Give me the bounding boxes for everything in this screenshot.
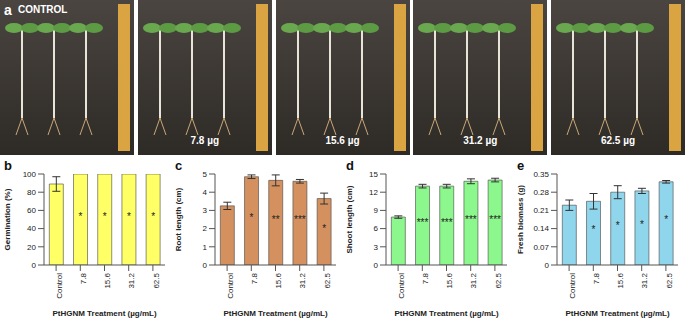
svg-text:31.2: 31.2 — [469, 272, 478, 288]
svg-text:3: 3 — [203, 206, 208, 215]
svg-text:*: * — [664, 214, 668, 225]
svg-text:15: 15 — [369, 170, 378, 179]
svg-text:9: 9 — [374, 206, 379, 215]
svg-text:PtHGNM Treatment (µg/mL): PtHGNM Treatment (µg/mL) — [52, 309, 157, 318]
svg-text:2: 2 — [203, 224, 208, 233]
svg-text:Control: Control — [55, 273, 64, 299]
svg-text:*: * — [151, 211, 155, 222]
svg-text:*: * — [592, 224, 596, 235]
svg-text:7.8: 7.8 — [250, 272, 259, 284]
html-text:a: a — [4, 2, 12, 18]
svg-text:20: 20 — [27, 243, 36, 252]
svg-text:***: *** — [417, 217, 429, 228]
svg-text:40: 40 — [27, 224, 36, 233]
svg-text:62.5: 62.5 — [494, 272, 503, 288]
svg-text:*: * — [640, 219, 644, 230]
svg-text:*: * — [127, 211, 131, 222]
svg-text:0.35: 0.35 — [533, 170, 549, 179]
html-text:c: c — [175, 158, 183, 173]
html-text:b: b — [4, 158, 12, 173]
svg-text:6: 6 — [374, 224, 379, 233]
svg-text:Root length (cm): Root length (cm) — [174, 187, 183, 251]
svg-text:0: 0 — [203, 261, 208, 270]
svg-text:62.5: 62.5 — [152, 272, 161, 288]
svg-text:31.2: 31.2 — [127, 272, 136, 288]
html-text:31.2 µg: 31.2 µg — [463, 135, 498, 146]
svg-text:*: * — [250, 212, 254, 223]
svg-text:15.6: 15.6 — [103, 272, 112, 288]
svg-text:7.8: 7.8 — [79, 272, 88, 284]
svg-text:62.5: 62.5 — [323, 272, 332, 288]
svg-text:*: * — [103, 211, 107, 222]
svg-text:0.28: 0.28 — [533, 188, 549, 197]
svg-text:62.5: 62.5 — [665, 272, 674, 288]
svg-text:0.21: 0.21 — [533, 206, 549, 215]
svg-text:**: ** — [272, 214, 280, 225]
svg-text:Control: Control — [568, 273, 577, 299]
svg-text:60: 60 — [27, 206, 36, 215]
svg-text:*: * — [322, 223, 326, 234]
svg-text:***: *** — [465, 214, 477, 225]
svg-text:80: 80 — [27, 188, 36, 197]
svg-text:***: *** — [294, 214, 306, 225]
svg-text:*: * — [616, 220, 620, 231]
svg-text:Control: Control — [397, 273, 406, 299]
svg-text:7.8: 7.8 — [421, 272, 430, 284]
html-text:15.6 µg: 15.6 µg — [325, 135, 360, 146]
svg-text:0.14: 0.14 — [533, 224, 549, 233]
svg-text:31.2: 31.2 — [298, 272, 307, 288]
svg-text:0: 0 — [32, 261, 37, 270]
svg-text:PtHGNM Treatment (µg/mL): PtHGNM Treatment (µg/mL) — [223, 309, 328, 318]
svg-text:Germination (%): Germination (%) — [3, 188, 12, 250]
svg-text:100: 100 — [23, 170, 37, 179]
svg-text:1: 1 — [203, 243, 208, 252]
svg-text:3: 3 — [374, 243, 379, 252]
svg-text:PtHGNM Treatment (µg/mL): PtHGNM Treatment (µg/mL) — [394, 309, 499, 318]
html-text:e: e — [517, 158, 525, 173]
svg-text:12: 12 — [369, 188, 378, 197]
svg-text:31.2: 31.2 — [640, 272, 649, 288]
svg-text:0: 0 — [374, 261, 379, 270]
svg-text:4: 4 — [203, 188, 208, 197]
svg-text:15.6: 15.6 — [274, 272, 283, 288]
html-text:7.8 µg: 7.8 µg — [190, 135, 219, 146]
svg-text:***: *** — [441, 217, 453, 228]
svg-text:*: * — [79, 211, 83, 222]
svg-text:15.6: 15.6 — [616, 272, 625, 288]
svg-text:0: 0 — [545, 261, 550, 270]
html-text:d: d — [346, 158, 354, 173]
svg-text:PtHGNM Treatment (µg/mL): PtHGNM Treatment (µg/mL) — [565, 309, 670, 318]
svg-text:7.8: 7.8 — [592, 272, 601, 284]
svg-text:Shoot length (cm): Shoot length (cm) — [345, 185, 354, 253]
html-text:CONTROL: CONTROL — [18, 4, 68, 15]
svg-text:0.07: 0.07 — [533, 243, 549, 252]
svg-text:Control: Control — [226, 273, 235, 299]
svg-text:5: 5 — [203, 170, 208, 179]
svg-text:***: *** — [489, 214, 501, 225]
svg-text:Fresh biomass (g): Fresh biomass (g) — [516, 185, 525, 254]
svg-text:15.6: 15.6 — [445, 272, 454, 288]
html-text:62.5 µg: 62.5 µg — [600, 135, 636, 146]
